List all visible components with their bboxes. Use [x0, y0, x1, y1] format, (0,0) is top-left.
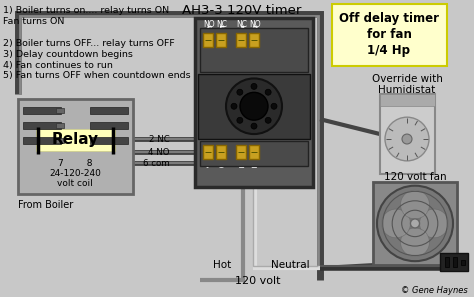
Bar [90, 137, 128, 144]
Text: 7: 7 [205, 160, 211, 170]
Bar [90, 122, 128, 129]
Text: 5) Fan turns OFF when countdown ends: 5) Fan turns OFF when countdown ends [3, 72, 191, 80]
Text: 2) Boiler turns OFF... relay turns OFF: 2) Boiler turns OFF... relay turns OFF [3, 39, 175, 48]
Bar [380, 94, 435, 174]
Text: Fan turns ON: Fan turns ON [3, 17, 64, 26]
Bar [56, 108, 64, 113]
Bar [236, 145, 246, 159]
Text: Humidistat: Humidistat [378, 86, 436, 95]
Circle shape [240, 92, 268, 120]
Circle shape [231, 103, 237, 109]
Text: From Boiler: From Boiler [18, 200, 73, 210]
Text: NC: NC [237, 20, 247, 29]
Text: 2: 2 [251, 160, 257, 170]
Text: Hot: Hot [213, 260, 231, 270]
Bar [36, 129, 115, 151]
Bar [200, 28, 308, 72]
Text: for fan: for fan [366, 28, 411, 41]
Bar [236, 33, 246, 47]
Bar [216, 145, 226, 159]
Text: 6 com: 6 com [143, 159, 170, 168]
Bar [56, 123, 64, 128]
Bar [203, 145, 213, 159]
Circle shape [377, 186, 453, 261]
Text: Neutral: Neutral [271, 260, 310, 270]
Bar [203, 33, 213, 47]
Text: 4 NO: 4 NO [148, 148, 170, 157]
Text: 120 volt: 120 volt [235, 276, 281, 286]
Bar [373, 182, 457, 265]
Circle shape [402, 134, 412, 144]
Text: Relay: Relay [52, 132, 99, 147]
Circle shape [237, 117, 243, 123]
Text: Override with: Override with [372, 75, 442, 84]
Text: 1) Boiler turns on.... relay turns ON: 1) Boiler turns on.... relay turns ON [3, 6, 169, 15]
Text: 24-120-240: 24-120-240 [49, 169, 101, 178]
Bar [461, 260, 465, 265]
Text: 4) Fan continues to run: 4) Fan continues to run [3, 61, 113, 69]
Text: © Gene Haynes: © Gene Haynes [401, 286, 468, 295]
Text: 6: 6 [206, 26, 212, 36]
Bar [23, 107, 61, 114]
Text: 1/4 Hp: 1/4 Hp [367, 44, 410, 57]
Bar [90, 107, 128, 114]
Text: 1: 1 [237, 160, 245, 170]
Circle shape [419, 209, 448, 238]
Bar [23, 122, 61, 129]
Bar [332, 4, 447, 66]
Bar [200, 141, 308, 166]
Circle shape [226, 78, 282, 134]
Bar [249, 145, 259, 159]
Bar [198, 75, 310, 139]
Bar [440, 253, 468, 271]
Text: 5: 5 [219, 26, 225, 36]
Text: 2 NC: 2 NC [149, 135, 170, 144]
Bar [249, 33, 259, 47]
Bar [453, 257, 457, 267]
Bar [23, 137, 61, 144]
Circle shape [401, 190, 429, 219]
Circle shape [251, 83, 257, 89]
Bar [445, 257, 449, 267]
Text: Off delay timer: Off delay timer [339, 12, 439, 25]
Text: 8: 8 [218, 160, 224, 170]
Bar [380, 94, 435, 106]
Circle shape [401, 228, 429, 257]
Text: 7        8: 7 8 [58, 159, 92, 168]
Circle shape [382, 209, 410, 238]
Bar [56, 138, 64, 143]
Bar [216, 33, 226, 47]
Circle shape [410, 219, 419, 228]
Bar [195, 18, 313, 187]
Text: 3: 3 [252, 26, 258, 36]
Text: 120 volt fan: 120 volt fan [383, 172, 447, 182]
Bar [18, 99, 133, 194]
Text: volt coil: volt coil [57, 179, 93, 188]
Text: 3) Delay countdown begins: 3) Delay countdown begins [3, 50, 133, 59]
Circle shape [265, 117, 271, 123]
Text: NO: NO [249, 20, 261, 29]
Text: 4: 4 [238, 26, 246, 36]
Text: NC: NC [217, 20, 228, 29]
Circle shape [385, 117, 429, 161]
Circle shape [237, 89, 243, 95]
Text: NO: NO [203, 20, 215, 29]
Circle shape [251, 123, 257, 129]
Circle shape [265, 89, 271, 95]
Text: AH3-3 120V timer: AH3-3 120V timer [182, 4, 301, 17]
Circle shape [271, 103, 277, 109]
